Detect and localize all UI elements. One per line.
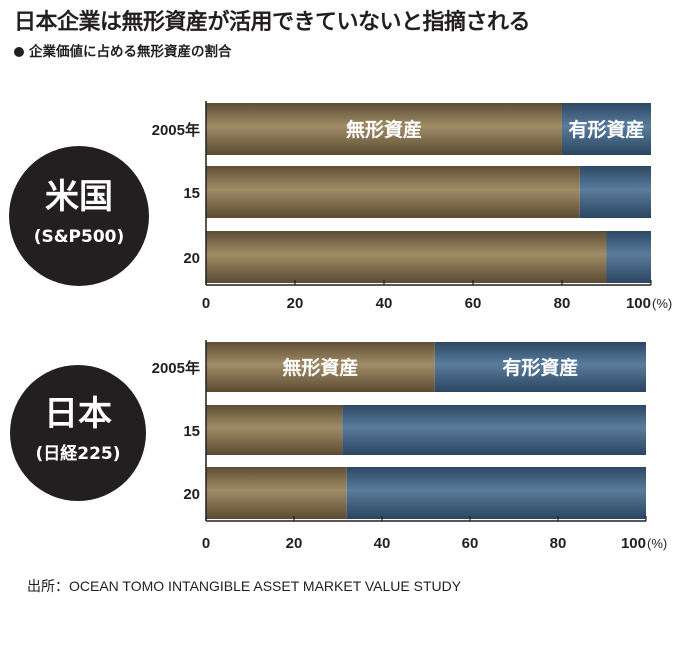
x-tick-label: 60 bbox=[465, 295, 482, 312]
bar-tangible bbox=[606, 231, 651, 283]
bar-intangible bbox=[206, 103, 562, 155]
chart-title: 日本企業は無形資産が活用できていないと指摘される bbox=[14, 10, 531, 35]
category-label: 15 bbox=[183, 185, 200, 202]
bar-intangible bbox=[206, 342, 435, 392]
x-tick-label: 40 bbox=[374, 535, 391, 552]
bar-intangible bbox=[206, 467, 347, 519]
x-tick-label: 80 bbox=[550, 535, 567, 552]
x-tick-label: 80 bbox=[554, 295, 571, 312]
x-tick-label: 20 bbox=[287, 295, 304, 312]
x-tick-label: 100 bbox=[621, 535, 646, 552]
region-circle bbox=[10, 365, 146, 501]
region-index: (S&P500) bbox=[34, 227, 125, 247]
segment-label: 有形資産 bbox=[568, 118, 644, 141]
x-tick-label: 20 bbox=[286, 535, 303, 552]
segment-label: 有形資産 bbox=[502, 356, 578, 379]
category-label: 2005年 bbox=[152, 121, 200, 139]
x-tick-label: 0 bbox=[202, 535, 210, 552]
bar-tangible bbox=[346, 467, 646, 519]
region-index: (日経225) bbox=[35, 443, 120, 464]
bar-tangible bbox=[579, 166, 651, 218]
segment-label: 無形資産 bbox=[346, 118, 422, 141]
bar-intangible bbox=[206, 231, 607, 283]
bar-tangible bbox=[342, 405, 646, 455]
x-tick-label: 0 bbox=[202, 295, 210, 312]
category-label: 20 bbox=[183, 486, 200, 503]
segment-label: 無形資産 bbox=[282, 356, 358, 379]
chart-subtitle: 企業価値に占める無形資産の割合 bbox=[14, 40, 232, 60]
source-note: 出所：OCEAN TOMO INTANGIBLE ASSET MARKET VA… bbox=[27, 578, 462, 594]
bar-tangible bbox=[562, 103, 651, 155]
region-circle bbox=[9, 146, 149, 286]
bar-intangible bbox=[206, 405, 343, 455]
bar-intangible bbox=[206, 166, 580, 218]
x-tick-label: 60 bbox=[462, 535, 479, 552]
x-tick-label: 100 bbox=[626, 295, 651, 312]
region-name: 米国 bbox=[45, 177, 113, 217]
category-label: 15 bbox=[183, 423, 200, 440]
category-label: 2005年 bbox=[152, 359, 200, 377]
x-unit-label: (%) bbox=[652, 296, 672, 311]
bullet-icon bbox=[14, 47, 24, 57]
region-name: 日本 bbox=[44, 394, 112, 434]
x-unit-label: (%) bbox=[647, 536, 667, 551]
bar-tangible bbox=[434, 342, 646, 392]
category-label: 20 bbox=[183, 250, 200, 267]
subtitle-text: 企業価値に占める無形資産の割合 bbox=[29, 44, 232, 60]
x-tick-label: 40 bbox=[376, 295, 393, 312]
